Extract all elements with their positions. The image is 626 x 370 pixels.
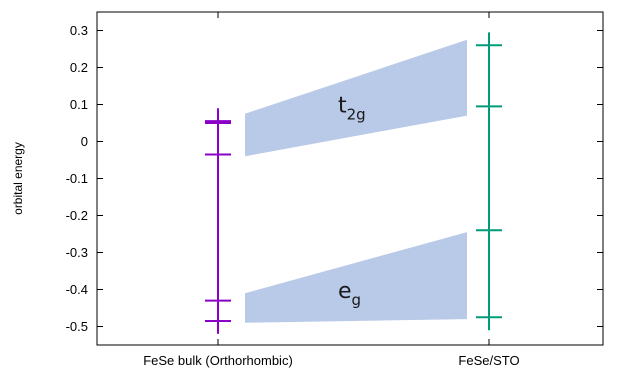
y-tick-label: 0.2 [70, 60, 88, 75]
band-1 [245, 232, 467, 323]
band-label-0: t2g [338, 93, 366, 123]
x-tick-label: FeSe/STO [458, 353, 519, 368]
y-axis: -0.5 -0.4 -0.3 -0.2 -0.1 0 0.1 0.2 0.3 [66, 23, 603, 334]
band-label-sub: g [352, 291, 362, 309]
y-tick-label: -0.1 [66, 171, 88, 186]
band-label-main: t [338, 93, 347, 118]
series-layer [205, 32, 502, 334]
x-axis: FeSe bulk (Orthorhombic) FeSe/STO [143, 12, 520, 368]
x-tick-label: FeSe bulk (Orthorhombic) [143, 353, 293, 368]
y-tick-label: 0.1 [70, 97, 88, 112]
y-axis-label: orbital energy [11, 142, 25, 215]
bands-layer: t2g eg [245, 39, 467, 323]
band-label-1: eg [338, 279, 361, 309]
y-tick-label: -0.4 [66, 282, 88, 297]
band-0 [245, 39, 467, 157]
y-tick-label: -0.3 [66, 245, 88, 260]
y-tick-label: 0 [81, 134, 88, 149]
band-label-main: e [338, 279, 352, 304]
band-label-sub: 2g [347, 105, 366, 123]
y-tick-label: -0.2 [66, 208, 88, 223]
y-tick-label: 0.3 [70, 23, 88, 38]
y-tick-label: -0.5 [66, 319, 88, 334]
